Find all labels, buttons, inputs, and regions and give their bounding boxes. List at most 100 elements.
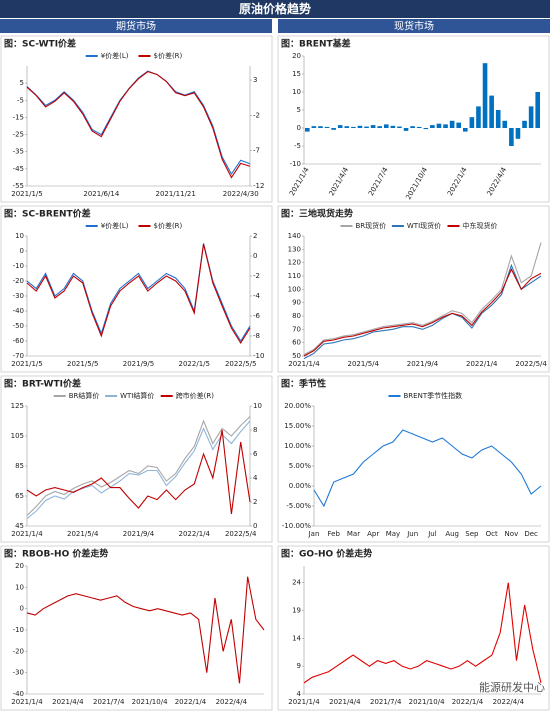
bar	[416, 126, 422, 128]
y-tick-label: 19	[292, 607, 301, 615]
y-tick-label: -10	[13, 262, 24, 270]
bar	[357, 125, 363, 128]
page-title: 原油价格趋势	[239, 1, 311, 16]
bar	[482, 63, 488, 129]
left-header-text: 期货市场	[116, 20, 156, 33]
x-tick-label: Oct	[486, 530, 498, 538]
x-tick-label: 2021/5/4	[67, 530, 99, 538]
y-tick-label: 15.00%	[284, 422, 311, 430]
y-tick-label: -30	[13, 292, 24, 300]
bar	[495, 110, 501, 128]
x-tick-label: Jul	[427, 530, 437, 538]
x-tick-label: 2022/1/4	[466, 360, 498, 368]
y-tick-label: 0	[297, 124, 301, 132]
y-tick-label: 5	[297, 106, 301, 114]
y-tick-label: -70	[13, 352, 24, 360]
y-tick-label: 9	[297, 662, 301, 670]
bar	[456, 122, 462, 128]
y2-tick-label: 6	[253, 450, 258, 458]
y-tick-label: 130	[288, 245, 301, 253]
bar	[337, 125, 343, 128]
y-tick-label: -40	[13, 307, 24, 315]
x-tick-label: 2022/4/4	[486, 166, 509, 198]
bar	[462, 128, 468, 132]
x-tick-label: 2021/1/4	[288, 166, 311, 198]
series-line	[26, 429, 251, 515]
x-tick-label: 2022/1/4	[452, 698, 484, 706]
legend-label: WTI结算价	[120, 391, 154, 400]
watermark: 能源研发中心	[479, 680, 545, 694]
bar	[304, 128, 310, 132]
y2-tick-label: 4	[253, 474, 258, 482]
y2-tick-label: -2	[253, 272, 260, 280]
y-tick-label: 14	[292, 634, 301, 642]
right-header	[278, 19, 550, 33]
bar	[383, 124, 389, 128]
y-tick-label: 50	[292, 352, 301, 360]
panel-title: 图：BRT-WTI价差	[4, 378, 81, 390]
y-tick-label: 120	[288, 259, 301, 267]
y-tick-label: 80	[292, 312, 301, 320]
x-tick-label: 2021/10/4	[404, 166, 429, 202]
x-tick-label: 2022/1/4	[179, 530, 211, 538]
y-tick-label: 4	[297, 690, 302, 698]
y-tick-label: 70	[292, 325, 301, 333]
y-tick-label: -30	[13, 669, 24, 677]
x-tick-label: 2022/4/4	[216, 698, 248, 706]
bar	[509, 128, 514, 146]
series-line	[303, 582, 542, 684]
series-line	[26, 416, 251, 516]
y2-tick-label: -8	[253, 332, 260, 340]
y2-tick-label: 0	[253, 252, 257, 260]
bar	[515, 128, 521, 139]
series-line	[26, 70, 251, 176]
x-tick-label: 2021/7/4	[93, 698, 125, 706]
y-tick-label: -40	[13, 690, 24, 698]
bar	[311, 126, 317, 128]
bar	[436, 123, 442, 128]
bar	[377, 126, 383, 128]
y2-tick-label: -12	[253, 182, 264, 190]
legend-label: BR结算价	[69, 391, 100, 400]
y-tick-label: 0	[20, 605, 24, 613]
y-tick-label: 10.00%	[284, 442, 311, 450]
y-tick-label: -20	[13, 647, 24, 655]
y-tick-label: -25	[13, 131, 24, 139]
x-tick-label: May	[386, 530, 400, 538]
y-tick-label: 110	[288, 272, 301, 280]
y-tick-label: 10	[15, 583, 24, 591]
y-tick-label: -10	[13, 626, 24, 634]
x-tick-label: 2021/9/4	[123, 530, 155, 538]
y2-tick-label: -2	[253, 111, 260, 119]
legend-label: $价差(R)	[154, 51, 183, 60]
panel	[0, 545, 273, 711]
x-tick-label: 2021/10/4	[409, 698, 445, 706]
x-tick-label: 2021/10/4	[132, 698, 168, 706]
y-tick-label: 105	[11, 432, 24, 440]
legend-label: WTI现货价	[407, 221, 441, 230]
panel	[277, 375, 550, 543]
x-tick-label: 2021/4/4	[52, 698, 84, 706]
legend-label: BR现货价	[356, 221, 387, 230]
bar	[410, 126, 415, 128]
y-tick-label: 65	[15, 492, 24, 500]
y-tick-label: 100	[288, 285, 301, 293]
x-tick-label: Apr	[367, 530, 379, 538]
left-header	[0, 19, 272, 33]
x-tick-label: 2021/5/5	[67, 360, 98, 368]
bar	[423, 128, 429, 130]
bar	[535, 92, 541, 128]
series-line	[313, 429, 542, 508]
bar	[522, 120, 527, 128]
y-tick-label: 85	[15, 462, 24, 470]
bar	[403, 128, 409, 131]
y-tick-label: 20.00%	[284, 402, 311, 410]
x-tick-label: 2022/5/5	[225, 360, 256, 368]
y-tick-label: -45	[13, 165, 24, 173]
legend-label: 中东现货价	[463, 221, 498, 230]
series-line	[26, 420, 251, 519]
x-tick-label: 2021/1/4	[288, 698, 320, 706]
y-tick-label: 10	[292, 88, 301, 96]
panel	[0, 35, 273, 203]
